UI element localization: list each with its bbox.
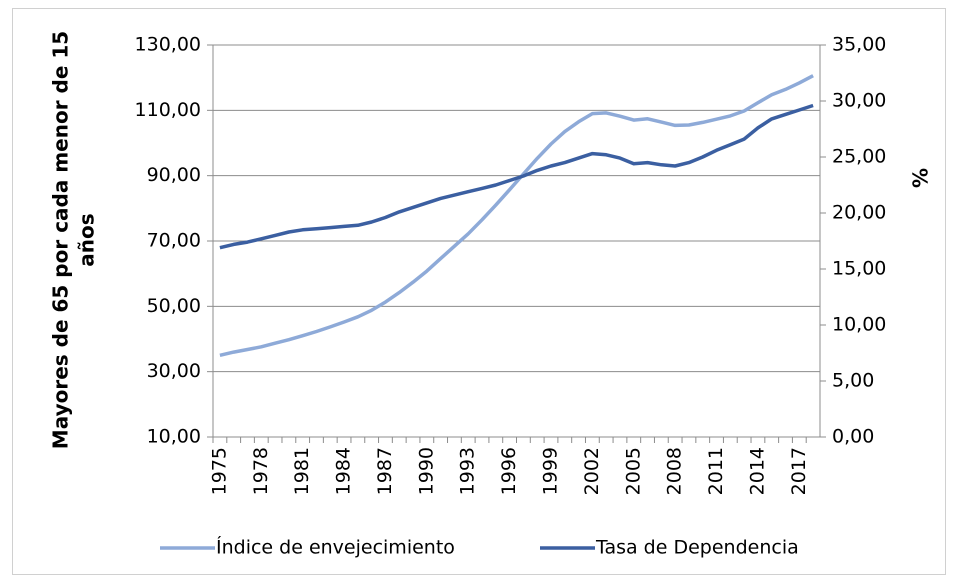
y-tick-label: 110,00 bbox=[135, 99, 201, 121]
x-tick-label: 1984 bbox=[333, 447, 355, 495]
legend-label: Índice de envejecimiento bbox=[216, 536, 455, 559]
x-tick-label: 1975 bbox=[208, 447, 230, 495]
y-tick-label: 90,00 bbox=[147, 164, 201, 186]
y-tick-label: 70,00 bbox=[147, 230, 201, 252]
series-line bbox=[219, 74, 814, 358]
y2-tick-label: 15,00 bbox=[832, 258, 886, 280]
y2-axis-title: % bbox=[909, 168, 933, 188]
x-tick-label: 1993 bbox=[457, 447, 479, 495]
y-tick-label: 50,00 bbox=[147, 295, 201, 317]
y2-tick-label: 10,00 bbox=[832, 314, 886, 336]
x-tick-label: 1999 bbox=[539, 447, 561, 495]
legend-label: Tasa de Dependencia bbox=[595, 537, 799, 559]
x-tick-label: 1978 bbox=[250, 447, 272, 495]
y2-tick-label: 35,00 bbox=[832, 34, 886, 56]
x-tick-label: 1987 bbox=[374, 447, 396, 495]
x-tick-label: 1990 bbox=[415, 447, 437, 495]
series-line bbox=[219, 103, 814, 250]
x-tick-label: 2008 bbox=[664, 447, 686, 495]
y2-tick-label: 0,00 bbox=[832, 426, 874, 448]
y-tick-label: 130,00 bbox=[135, 34, 201, 56]
y2-tick-label: 25,00 bbox=[832, 146, 886, 168]
y2-tick-label: 20,00 bbox=[832, 202, 886, 224]
chart-frame bbox=[12, 8, 946, 575]
x-tick-label: 2017 bbox=[788, 447, 810, 495]
x-tick-label: 2014 bbox=[746, 447, 768, 495]
x-tick-label: 2002 bbox=[581, 447, 603, 495]
x-tick-label: 2005 bbox=[622, 447, 644, 495]
y2-tick-label: 5,00 bbox=[832, 370, 874, 392]
y-tick-label: 10,00 bbox=[147, 426, 201, 448]
y-tick-label: 30,00 bbox=[147, 360, 201, 382]
y2-tick-label: 30,00 bbox=[832, 90, 886, 112]
x-tick-label: 2011 bbox=[705, 447, 727, 495]
y-axis-title: años bbox=[75, 213, 99, 266]
x-tick-label: 1981 bbox=[291, 447, 313, 495]
x-tick-label: 1996 bbox=[498, 447, 520, 495]
y-axis-title: Mayores de 65 por cada menor de 15 bbox=[49, 31, 73, 449]
